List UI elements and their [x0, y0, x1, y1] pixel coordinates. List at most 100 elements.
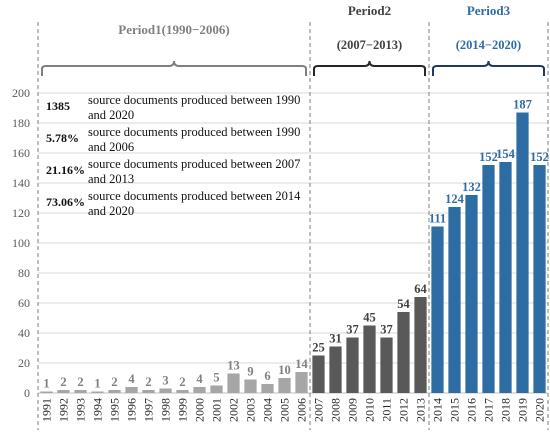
x-tick-label: 2020: [533, 398, 547, 422]
bar: [295, 372, 308, 393]
data-label: 10: [278, 363, 291, 377]
bar: [533, 165, 546, 393]
data-label: 3: [162, 374, 168, 388]
x-tick-label: 2013: [414, 398, 428, 422]
bar: [74, 390, 87, 393]
data-label: 152: [479, 150, 498, 164]
data-label: 4: [128, 372, 135, 386]
bar: [159, 388, 172, 393]
bar: [244, 379, 257, 393]
period-label: Period1(1990−2006): [118, 22, 229, 37]
x-tick-label: 2003: [244, 398, 258, 422]
period-label: Period3: [467, 3, 511, 18]
x-tick-label: 2010: [363, 398, 377, 422]
data-label: 132: [462, 180, 481, 194]
x-tick-label: 2012: [397, 398, 411, 422]
bars: [40, 112, 546, 393]
gridlines: [38, 92, 548, 394]
bar: [516, 112, 529, 393]
bar: [176, 390, 189, 393]
bar: [57, 390, 70, 393]
x-tick-label: 1998: [159, 398, 173, 422]
y-tick-label: 200: [12, 86, 30, 100]
data-label: 187: [513, 98, 532, 112]
x-tick-label: 1996: [125, 398, 139, 422]
stat-value: 1385: [46, 99, 70, 113]
bar: [108, 390, 121, 393]
data-label: 14: [295, 357, 308, 371]
x-tick-label: 2004: [261, 398, 275, 422]
period-bracket: [41, 60, 307, 76]
y-tick-label: 120: [12, 206, 30, 220]
x-tick-label: 1991: [40, 398, 54, 422]
bar: [465, 195, 478, 393]
period-label: Period2: [348, 3, 391, 18]
x-tick-label: 1997: [142, 398, 156, 422]
x-tick-label: 1999: [176, 398, 190, 422]
data-label: 2: [179, 375, 185, 389]
x-axis: 1991 1992 1993 1994 1995 1996 1997 1998 1999 2000…: [40, 398, 547, 422]
stat-description: source documents produced between 1990 a…: [88, 93, 301, 122]
data-label: 37: [380, 323, 393, 337]
y-axis: 0 20 40 60 80 100 120 140 160 180 200: [12, 86, 30, 400]
bar: [482, 165, 495, 393]
data-label: 152: [530, 150, 549, 164]
data-label: 2: [111, 375, 117, 389]
x-tick-label: 1993: [74, 398, 88, 422]
data-label: 45: [363, 311, 376, 325]
period-annotations: Period1(1990−2006) Period2 (2007−2013) Peri…: [41, 3, 545, 76]
data-label: 2: [60, 375, 66, 389]
data-label: 9: [247, 365, 253, 379]
y-tick-label: 180: [12, 116, 30, 130]
x-tick-label: 2008: [329, 398, 343, 422]
y-tick-label: 20: [18, 356, 30, 370]
stat-description: source documents produced between 2007 a…: [88, 157, 301, 186]
y-tick-label: 40: [18, 326, 30, 340]
x-tick-label: 2001: [210, 398, 224, 422]
y-tick-label: 0: [24, 386, 30, 400]
x-tick-label: 2007: [312, 398, 326, 422]
bar: [397, 312, 410, 393]
data-label: 37: [346, 323, 359, 337]
data-label: 64: [414, 282, 427, 296]
bar: [40, 391, 53, 393]
data-label: 154: [496, 147, 516, 161]
data-label: 54: [397, 297, 410, 311]
data-label: 2: [145, 375, 151, 389]
data-labels: 1 2 2 1 2 4 2 3 2 4 513 9 6 10 14253137453754641111241…: [43, 98, 549, 391]
bar: [414, 297, 427, 393]
x-tick-label: 2014: [431, 398, 445, 422]
bar: [278, 378, 291, 393]
y-tick-label: 80: [18, 266, 30, 280]
x-tick-label: 2002: [227, 398, 241, 422]
y-tick-label: 60: [18, 296, 30, 310]
stat-value: 5.78%: [46, 131, 79, 145]
x-tick-label: 1995: [108, 398, 122, 422]
data-label: 111: [429, 212, 446, 226]
data-label: 5: [213, 371, 219, 385]
x-tick-label: 2011: [380, 398, 394, 422]
x-tick-label: 2018: [499, 398, 513, 422]
x-tick-label: 2009: [346, 398, 360, 422]
period-bracket: [432, 60, 545, 76]
period-dividers: [37, 22, 549, 430]
stat-description: source documents produced between 1990 a…: [88, 125, 301, 154]
bar: [125, 387, 138, 393]
period-range-label: (2007−2013): [337, 38, 402, 52]
data-label: 2: [77, 375, 83, 389]
data-label: 124: [445, 192, 465, 206]
data-label: 25: [312, 341, 325, 355]
data-label: 1: [94, 377, 100, 391]
y-tick-label: 100: [12, 236, 30, 250]
x-tick-label: 2000: [193, 398, 207, 422]
y-tick-label: 160: [12, 146, 30, 160]
x-tick-label: 2017: [482, 398, 496, 422]
bar: [380, 337, 393, 393]
bar: [363, 325, 376, 393]
bar: [346, 337, 359, 393]
y-tick-label: 140: [12, 176, 30, 190]
x-tick-label: 2006: [295, 398, 309, 422]
bar: [312, 355, 325, 393]
x-tick-label: 2015: [448, 398, 462, 422]
